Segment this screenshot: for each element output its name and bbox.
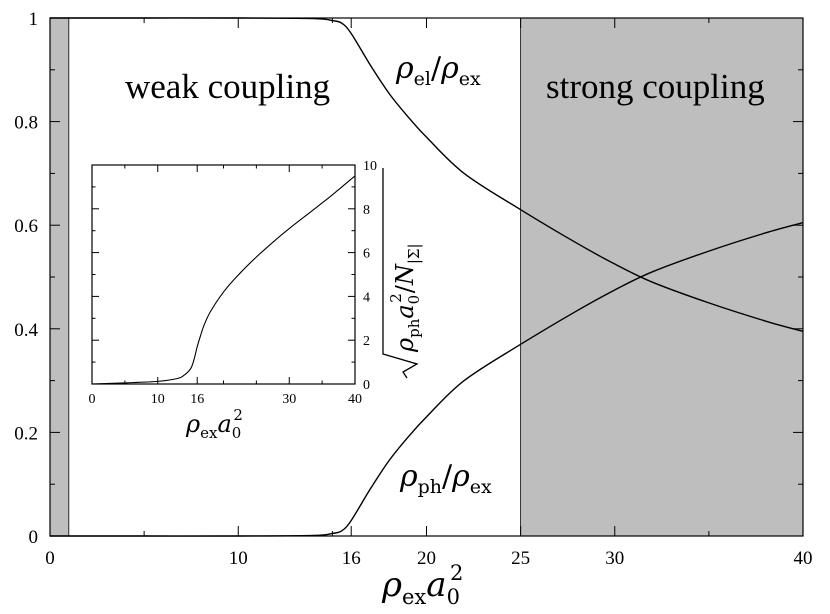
inset-x-tick-label: 16 <box>190 392 204 407</box>
inset-y-tick-label: 10 <box>363 159 377 174</box>
main-y-tick-label: 0.2 <box>14 423 38 444</box>
main-x-tick-label: 10 <box>229 548 248 569</box>
main-x-tick-label: 40 <box>794 548 813 569</box>
main-x-tick-label: 25 <box>511 548 530 569</box>
inset-y-tick-label: 2 <box>363 334 370 349</box>
main-x-tick-label: 16 <box>342 548 361 569</box>
inset-y-tick-label: 4 <box>363 290 370 305</box>
inset-y-axis-label: ρpha02/N|Σ| <box>382 168 423 379</box>
main-y-tick-label: 0.6 <box>14 216 38 237</box>
main-series-line-1 <box>50 221 804 537</box>
sqrt-sign <box>382 168 419 379</box>
series-label-el: ρel/ρex <box>395 51 481 90</box>
svg-text:ρpha02/N|Σ|: ρpha02/N|Σ| <box>387 243 423 353</box>
region-label-strong: strong coupling <box>546 67 765 106</box>
inset-y-tick-label: 6 <box>363 247 370 262</box>
main-y-tick-label: 0.4 <box>14 320 38 341</box>
main-series-line-0 <box>50 17 804 333</box>
series-label-ph: ρph/ρex <box>399 459 492 498</box>
main-y-tick-label: 0 <box>29 527 39 548</box>
main-y-tick-label: 0.8 <box>14 113 38 134</box>
shaded-region-0 <box>50 18 69 536</box>
main-x-tick-label: 30 <box>605 548 624 569</box>
inset-background <box>92 165 355 384</box>
inset-y-tick-label: 8 <box>363 203 370 218</box>
inset-series <box>91 175 356 385</box>
main-series <box>50 17 804 537</box>
region-label-weak: weak coupling <box>125 67 330 106</box>
main-x-tick-label: 0 <box>45 548 55 569</box>
main-y-tick-label: 1 <box>29 9 39 30</box>
inset-x-tick-label: 0 <box>89 392 96 407</box>
inset-y-tick-label: 0 <box>363 378 370 393</box>
shaded-region-1 <box>520 18 803 536</box>
main-x-tick-label: 20 <box>417 548 436 569</box>
inset-x-tick-label: 40 <box>348 392 362 407</box>
inset-x-tick-label: 30 <box>282 392 296 407</box>
inset-x-axis-label: ρexa02 <box>185 406 243 442</box>
inset-series-line-0 <box>91 175 356 385</box>
inset-x-tick-label: 10 <box>151 392 165 407</box>
x-axis-label: ρexa02 <box>381 561 463 609</box>
